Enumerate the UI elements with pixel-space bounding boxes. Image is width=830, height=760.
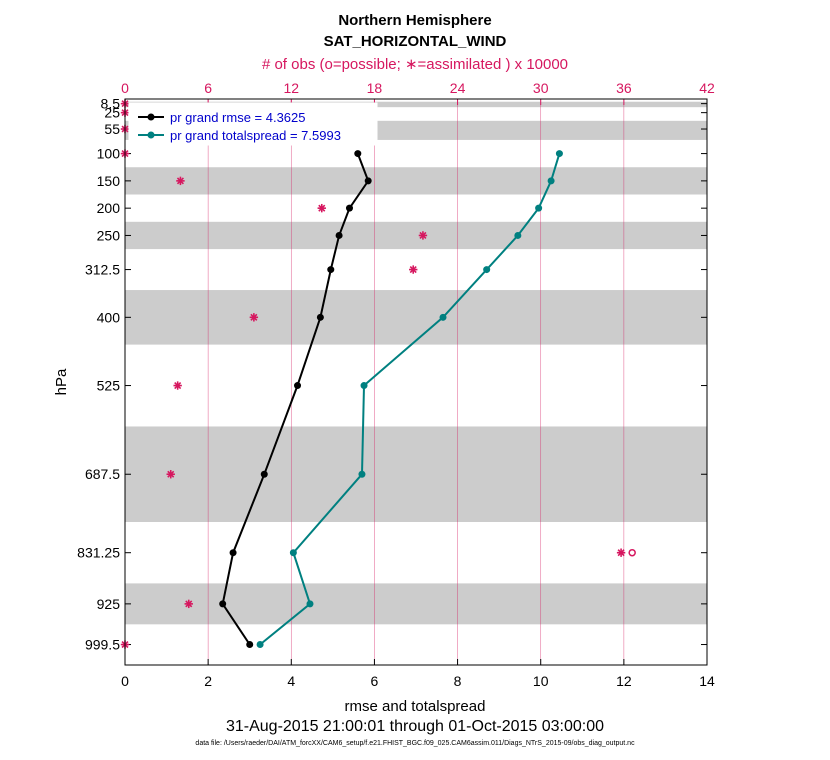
rmse-point [345, 204, 353, 212]
y-tick-label: 400 [97, 309, 121, 325]
layer-band [125, 583, 707, 625]
rmse-point [354, 150, 362, 158]
x-tick-label: 0 [121, 673, 129, 689]
x-tick-label: 2 [204, 673, 212, 689]
obs-possible-marker [628, 548, 636, 557]
rmse-point [294, 382, 302, 390]
obs-star-stroke [318, 204, 326, 212]
rmse-point [335, 231, 343, 239]
rmse-point [316, 313, 324, 321]
top-tick-label: 30 [533, 80, 549, 96]
rmse-point [229, 549, 237, 557]
x-tick-label: 4 [287, 673, 295, 689]
legend-box [128, 102, 378, 146]
totalspread-point [306, 600, 314, 608]
obs-star-stroke [250, 313, 258, 321]
rmse-point [364, 177, 372, 185]
top-tick-label: 36 [616, 80, 632, 96]
totalspread-point [439, 313, 447, 321]
rmse-point [246, 641, 254, 649]
data-file-note: data file: /Users/raeder/DAI/ATM_forcXX/… [195, 740, 635, 747]
y-axis-label: hPa [53, 368, 70, 395]
top-tick-label: 6 [204, 80, 212, 96]
x-axis-ticks: 0 2 4 6 8 10 12 14 [121, 659, 715, 689]
y-tick-label: 925 [97, 596, 121, 612]
totalspread-point [256, 641, 264, 649]
top-tick-label: 18 [367, 80, 383, 96]
totalspread-point [483, 266, 491, 274]
layer-band [125, 101, 707, 108]
totalspread-point [535, 204, 543, 212]
rmse-point [260, 470, 268, 478]
y-tick-label: 100 [97, 146, 121, 162]
x-tick-label: 8 [454, 673, 462, 689]
obs-star-stroke [419, 231, 427, 239]
x-tick-label: 10 [533, 673, 549, 689]
date-range: 31-Aug-2015 21:00:01 through 01-Oct-2015… [226, 718, 604, 735]
top-tick-label: 12 [283, 80, 299, 96]
layer-band [125, 290, 707, 345]
obs-assimilated-marker [166, 470, 175, 479]
layer-bands [125, 101, 707, 625]
top-tick-label: 0 [121, 80, 129, 96]
totalspread-point [514, 231, 522, 239]
y-tick-label: 150 [97, 173, 121, 189]
obs-star-stroke [409, 266, 417, 274]
y-tick-label: 55 [104, 121, 120, 137]
legend-spread-marker [147, 131, 155, 139]
obs-star-stroke [167, 470, 175, 478]
top-tick-label: 24 [450, 80, 466, 96]
y-tick-label: 687.5 [85, 466, 120, 482]
rmse-point [219, 600, 227, 608]
obs-star-stroke [176, 177, 184, 185]
top-tick-label: 42 [699, 80, 715, 96]
chart-subtitle: SAT_HORIZONTAL_WIND [324, 33, 507, 50]
obs-star-stroke [174, 382, 182, 390]
legend-rmse-label: pr grand rmse = 4.3625 [170, 110, 306, 125]
layer-band [125, 221, 707, 250]
y-tick-label: 999.5 [85, 637, 120, 653]
x-axis-label: rmse and totalspread [345, 698, 486, 715]
x-tick-label: 6 [371, 673, 379, 689]
legend-spread-label: pr grand totalspread = 7.5993 [170, 128, 341, 143]
y-tick-label: 25 [104, 105, 120, 121]
obs-assimilated-marker [616, 548, 626, 557]
totalspread-point [289, 549, 297, 557]
obs-assimilated-marker [317, 203, 326, 213]
top-axis-label: # of obs (o=possible; ∗=assimilated ) x … [262, 56, 568, 73]
obs-assimilated-marker [249, 313, 259, 322]
totalspread-point [360, 382, 368, 390]
legend: pr grand rmse = 4.3625 pr grand totalspr… [128, 102, 378, 146]
x-tick-label: 14 [699, 673, 715, 689]
top-axis-ticks: 0 6 12 18 24 30 36 42 [121, 80, 715, 105]
obs-assimilated-marker [418, 231, 428, 240]
y-tick-label: 250 [97, 227, 121, 243]
obs-star-stroke [617, 549, 625, 557]
obs-assimilated-marker [184, 599, 193, 609]
layer-band [125, 167, 707, 195]
y-tick-label: 200 [97, 200, 121, 216]
legend-rmse-marker [147, 113, 155, 121]
obs-assimilated-marker [176, 176, 185, 186]
obs-assimilated-marker [173, 381, 182, 390]
obs-gridlines [207, 99, 625, 665]
series-lines [219, 150, 563, 649]
obs-assimilated-marker [409, 265, 418, 274]
totalspread-point [555, 150, 563, 158]
obs-star-stroke [185, 600, 193, 608]
x-tick-label: 12 [616, 673, 632, 689]
y-tick-label: 312.5 [85, 262, 120, 278]
totalspread-point [358, 470, 366, 478]
plot-frame [124, 98, 708, 666]
chart-title: Northern Hemisphere [338, 12, 491, 29]
rmse-point [327, 266, 335, 274]
layer-band [125, 426, 707, 522]
totalspread-point [547, 177, 555, 185]
y-tick-label: 831.25 [77, 545, 120, 561]
y-tick-label: 8.5 [101, 96, 121, 112]
y-tick-label: 525 [97, 378, 121, 394]
